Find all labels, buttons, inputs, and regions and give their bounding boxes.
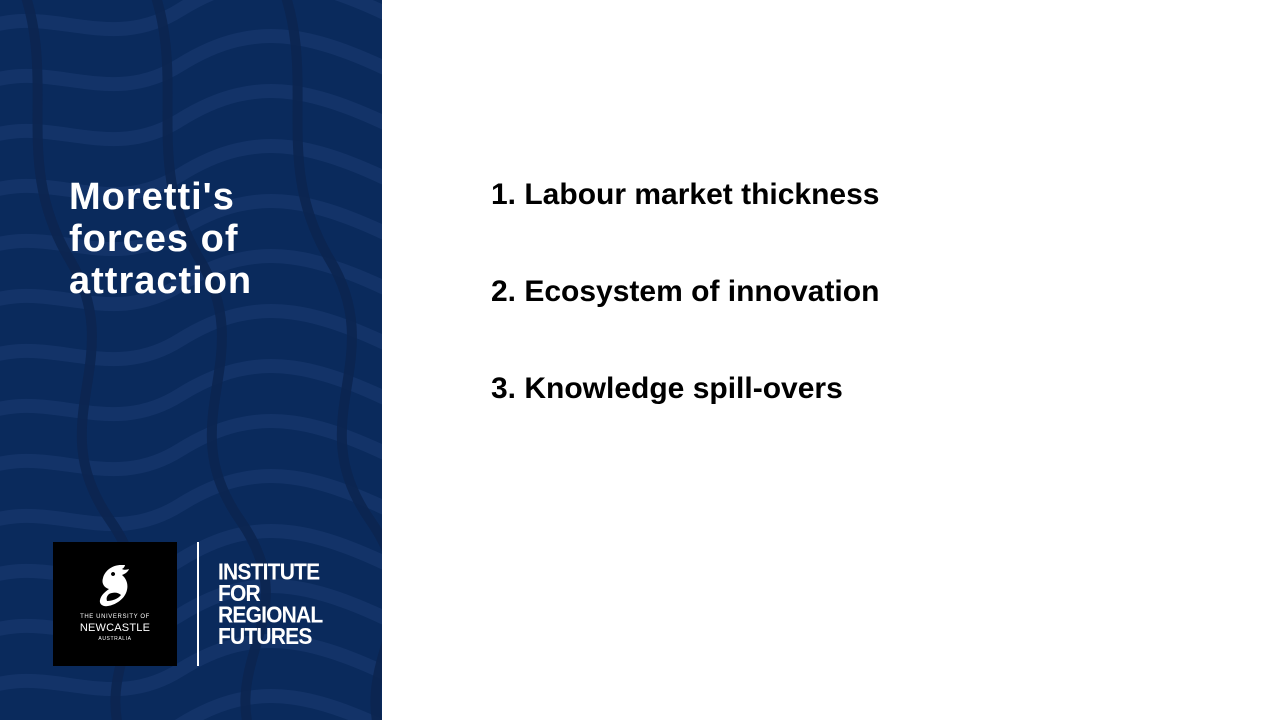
seahorse-crest-icon: [99, 565, 129, 607]
forces-list: 1. Labour market thickness 2. Ecosystem …: [491, 176, 879, 467]
list-item: 1. Labour market thickness: [491, 178, 880, 211]
university-logo: THE UNIVERSITY OF NEWCASTLE AUSTRALIA: [53, 542, 177, 666]
title-panel: Moretti's forces of attraction: [0, 0, 382, 720]
list-item: 2. Ecosystem of innovation: [491, 275, 880, 308]
institute-line: FOR: [218, 581, 261, 607]
slide-title: Moretti's forces of attraction: [69, 176, 253, 302]
institute-line: FUTURES: [218, 624, 312, 650]
university-name-line1: THE UNIVERSITY OF: [80, 614, 150, 620]
logo-divider: [197, 542, 199, 666]
institute-line: REGIONAL: [218, 603, 323, 628]
university-name-line3: AUSTRALIA: [98, 636, 132, 642]
institute-logo: INSTITUTE FOR REGIONAL FUTURES: [218, 559, 323, 650]
wave-pattern: [0, 0, 382, 720]
university-name-line2: NEWCASTLE: [79, 622, 151, 634]
list-item: 3. Knowledge spill-overs: [491, 372, 843, 405]
institute-line: INSTITUTE: [218, 559, 320, 585]
